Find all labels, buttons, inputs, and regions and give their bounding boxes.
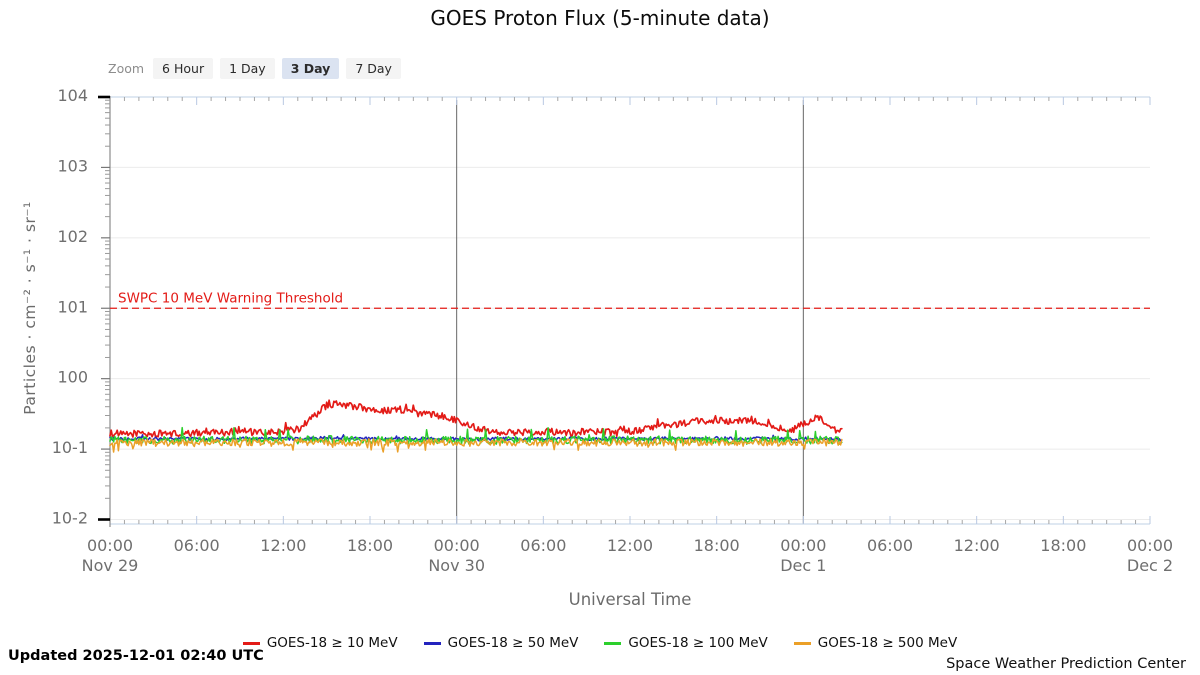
- y-tick-label: 102: [57, 227, 88, 246]
- threshold-label: SWPC 10 MeV Warning Threshold: [118, 290, 343, 306]
- legend-item[interactable]: GOES-18 ≥ 50 MeV: [423, 635, 579, 651]
- x-date-label: Nov 29: [82, 556, 139, 575]
- zoom-button-3-day[interactable]: 3 Day: [281, 58, 340, 79]
- x-tick-label: 06:00: [867, 536, 913, 555]
- x-date-label: Nov 30: [428, 556, 485, 575]
- series-line: [109, 438, 843, 453]
- x-tick-label: 18:00: [347, 536, 393, 555]
- y-tick-label: 103: [57, 156, 88, 175]
- x-tick-label: 12:00: [607, 536, 653, 555]
- legend-swatch-icon: [242, 641, 260, 645]
- zoom-control: Zoom 6 Hour 1 Day 3 Day 7 Day: [108, 58, 401, 79]
- zoom-control-label: Zoom: [108, 61, 145, 76]
- legend-swatch-icon: [793, 641, 811, 645]
- series-line: [109, 399, 843, 439]
- y-tick-label: 101: [57, 297, 88, 316]
- x-tick-label: 00:00: [434, 536, 480, 555]
- x-tick-label: 12:00: [954, 536, 1000, 555]
- x-tick-label: 12:00: [260, 536, 306, 555]
- legend-label: GOES-18 ≥ 100 MeV: [628, 635, 768, 651]
- legend-item[interactable]: GOES-18 ≥ 10 MeV: [242, 635, 398, 651]
- x-tick-label: 00:00: [780, 536, 826, 555]
- updated-timestamp: Updated 2025-12-01 02:40 UTC: [8, 648, 264, 664]
- x-tick-label: 06:00: [520, 536, 566, 555]
- legend-item[interactable]: GOES-18 ≥ 100 MeV: [604, 635, 768, 651]
- legend-swatch-icon: [423, 641, 441, 645]
- zoom-button-1-day[interactable]: 1 Day: [220, 58, 275, 79]
- legend-item[interactable]: GOES-18 ≥ 500 MeV: [793, 635, 958, 651]
- zoom-button-7-day[interactable]: 7 Day: [346, 58, 401, 79]
- x-date-label: Dec 1: [780, 556, 826, 575]
- x-tick-label: 18:00: [1040, 536, 1086, 555]
- y-tick-label: 100: [57, 368, 88, 387]
- legend-swatch-icon: [604, 641, 622, 645]
- x-tick-label: 00:00: [1127, 536, 1173, 555]
- x-tick-label: 00:00: [87, 536, 133, 555]
- y-tick-label: 104: [57, 86, 88, 105]
- legend: GOES-18 ≥ 10 MeV GOES-18 ≥ 50 MeV GOES-18 …: [0, 635, 1200, 651]
- x-tick-label: 06:00: [174, 536, 220, 555]
- credit-text: Space Weather Prediction Center: [946, 656, 1186, 672]
- series-line: [109, 426, 843, 445]
- y-tick-label: 10-1: [52, 438, 88, 457]
- y-tick-label: 10-2: [52, 509, 88, 528]
- legend-label: GOES-18 ≥ 500 MeV: [817, 635, 958, 651]
- legend-label: GOES-18 ≥ 10 MeV: [266, 635, 398, 651]
- zoom-button-6-hour[interactable]: 6 Hour: [153, 58, 214, 79]
- x-tick-label: 18:00: [694, 536, 740, 555]
- page-title: GOES Proton Flux (5-minute data): [430, 6, 770, 30]
- legend-label: GOES-18 ≥ 50 MeV: [447, 635, 579, 651]
- x-axis-title: Universal Time: [569, 590, 692, 609]
- x-date-label: Dec 2: [1127, 556, 1173, 575]
